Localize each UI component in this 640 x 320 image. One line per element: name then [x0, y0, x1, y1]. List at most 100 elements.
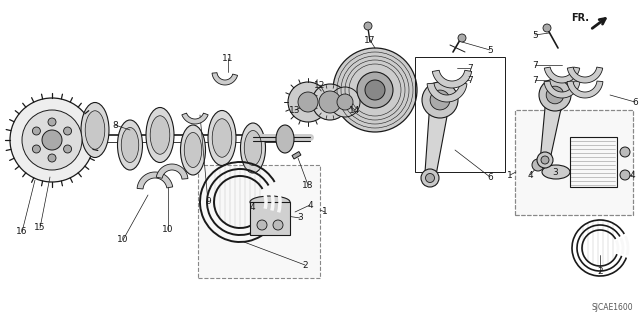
Text: 9: 9 [205, 197, 211, 206]
Circle shape [539, 79, 571, 111]
Text: 10: 10 [117, 236, 129, 244]
Bar [415, 57, 505, 172]
Circle shape [333, 48, 417, 132]
Circle shape [357, 72, 393, 108]
Text: 4: 4 [629, 171, 635, 180]
Ellipse shape [542, 165, 570, 179]
Circle shape [22, 110, 82, 170]
Circle shape [257, 220, 267, 230]
Text: 10: 10 [163, 226, 173, 235]
Text: 4: 4 [307, 201, 313, 210]
Text: 2: 2 [597, 268, 603, 276]
Circle shape [337, 94, 353, 110]
Polygon shape [427, 83, 467, 102]
Text: 7: 7 [532, 76, 538, 84]
Text: 7: 7 [532, 60, 538, 69]
Circle shape [312, 84, 348, 120]
Circle shape [288, 82, 328, 122]
Circle shape [63, 127, 72, 135]
Text: 18: 18 [302, 180, 314, 189]
Text: 17: 17 [364, 36, 376, 44]
Text: 12: 12 [314, 81, 326, 90]
Ellipse shape [85, 111, 105, 149]
Polygon shape [567, 67, 603, 83]
Text: 1: 1 [322, 207, 328, 217]
Polygon shape [137, 172, 173, 189]
Bar [515, 110, 633, 215]
Circle shape [421, 169, 439, 187]
Text: 4: 4 [249, 204, 255, 212]
Circle shape [42, 130, 62, 150]
Circle shape [546, 86, 564, 104]
Circle shape [365, 80, 385, 100]
Text: 3: 3 [552, 167, 558, 177]
Circle shape [364, 22, 372, 30]
Text: FR.: FR. [571, 13, 589, 23]
Circle shape [48, 154, 56, 162]
Circle shape [33, 145, 40, 153]
Circle shape [543, 24, 551, 32]
Circle shape [319, 91, 341, 113]
Circle shape [426, 173, 435, 182]
Bar [570, 137, 617, 187]
Ellipse shape [150, 116, 170, 154]
Polygon shape [544, 81, 580, 98]
Text: 13: 13 [289, 106, 301, 115]
Circle shape [532, 159, 544, 171]
Circle shape [458, 34, 466, 42]
Ellipse shape [241, 123, 266, 173]
Text: 5: 5 [532, 30, 538, 39]
Polygon shape [182, 113, 208, 124]
Ellipse shape [118, 120, 143, 170]
Text: 3: 3 [297, 213, 303, 222]
Circle shape [10, 98, 94, 182]
Circle shape [33, 127, 40, 135]
Text: 8: 8 [112, 121, 118, 130]
Ellipse shape [208, 110, 236, 165]
Polygon shape [544, 67, 580, 83]
Text: 1: 1 [507, 171, 513, 180]
Circle shape [620, 170, 630, 180]
Bar [515, 110, 633, 215]
Text: 14: 14 [349, 106, 361, 115]
Ellipse shape [212, 119, 232, 157]
Text: 15: 15 [35, 223, 45, 233]
Bar [198, 165, 320, 278]
Circle shape [422, 82, 458, 118]
Circle shape [537, 152, 553, 168]
Text: 11: 11 [222, 53, 234, 62]
Circle shape [273, 220, 283, 230]
Text: 16: 16 [16, 228, 28, 236]
Ellipse shape [276, 125, 294, 153]
Polygon shape [156, 164, 188, 179]
Ellipse shape [250, 196, 290, 208]
Circle shape [430, 90, 450, 110]
Text: 5: 5 [487, 45, 493, 54]
Ellipse shape [81, 102, 109, 157]
Circle shape [298, 92, 318, 112]
Ellipse shape [184, 132, 202, 167]
Ellipse shape [121, 127, 139, 163]
Ellipse shape [244, 131, 262, 165]
Circle shape [541, 156, 549, 164]
Polygon shape [212, 73, 237, 85]
Polygon shape [540, 94, 564, 161]
Text: 2: 2 [302, 260, 308, 269]
Circle shape [48, 118, 56, 126]
Circle shape [63, 145, 72, 153]
Text: 6: 6 [487, 172, 493, 181]
Text: 4: 4 [527, 171, 533, 180]
Circle shape [620, 147, 630, 157]
Bar [292, 152, 301, 159]
Polygon shape [567, 81, 603, 98]
Text: SJCAE1600: SJCAE1600 [591, 303, 633, 313]
Polygon shape [425, 99, 450, 179]
Ellipse shape [180, 125, 205, 175]
Circle shape [330, 87, 360, 117]
Ellipse shape [146, 108, 174, 163]
Polygon shape [432, 70, 472, 88]
Text: 7: 7 [467, 63, 473, 73]
Bar [250, 202, 290, 235]
Text: 6: 6 [632, 98, 638, 107]
Text: 7: 7 [467, 76, 473, 84]
